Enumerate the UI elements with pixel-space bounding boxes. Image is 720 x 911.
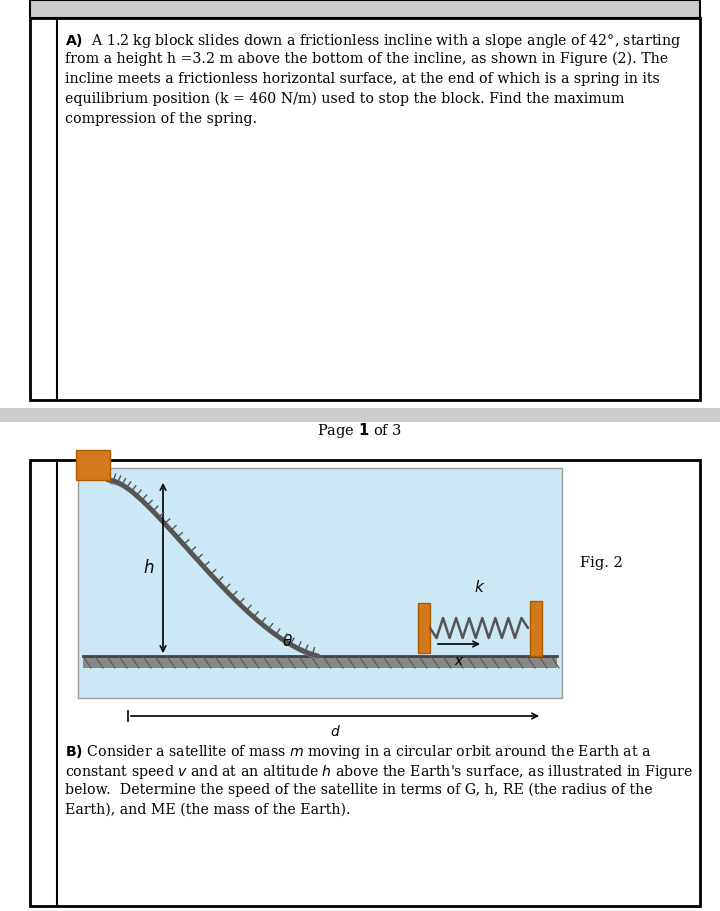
Text: $\mathbf{A)}$  A 1.2 kg block slides down a frictionless incline with a slope an: $\mathbf{A)}$ A 1.2 kg block slides down…	[65, 32, 681, 50]
Text: $d$: $d$	[330, 724, 341, 739]
Bar	[418, 603, 430, 653]
Text: $\theta$: $\theta$	[282, 633, 294, 649]
Text: compression of the spring.: compression of the spring.	[65, 112, 257, 126]
Text: from a height h =3.2 m above the bottom of the incline, as shown in Figure (2). : from a height h =3.2 m above the bottom …	[65, 52, 668, 67]
Text: below.  Determine the speed of the satellite in terms of G, h, RE (the radius of: below. Determine the speed of the satell…	[65, 783, 652, 797]
Text: $\mathbf{B)}$ Consider a satellite of mass $m$ moving in a circular orbit around: $\mathbf{B)}$ Consider a satellite of ma…	[65, 743, 652, 761]
Bar	[83, 656, 557, 668]
Bar	[78, 468, 562, 698]
Bar	[0, 408, 720, 422]
Text: equilibrium position (k = 460 N/m) used to stop the block. Find the maximum: equilibrium position (k = 460 N/m) used …	[65, 92, 624, 107]
Bar	[76, 450, 110, 480]
Text: $x$: $x$	[454, 654, 464, 668]
Bar	[530, 601, 542, 656]
Text: $h$: $h$	[143, 559, 155, 577]
Text: Page $\mathbf{1}$ of 3: Page $\mathbf{1}$ of 3	[318, 421, 402, 439]
Bar	[30, 460, 700, 906]
Text: $k$: $k$	[474, 579, 486, 595]
Text: constant speed $v$ and at an altitude $h$ above the Earth's surface, as illustra: constant speed $v$ and at an altitude $h…	[65, 763, 693, 781]
Text: Earth), and ME (the mass of the Earth).: Earth), and ME (the mass of the Earth).	[65, 803, 351, 817]
Text: incline meets a frictionless horizontal surface, at the end of which is a spring: incline meets a frictionless horizontal …	[65, 72, 660, 86]
Text: Fig. 2: Fig. 2	[580, 556, 623, 570]
Bar	[30, 0, 700, 18]
Bar	[30, 18, 700, 400]
